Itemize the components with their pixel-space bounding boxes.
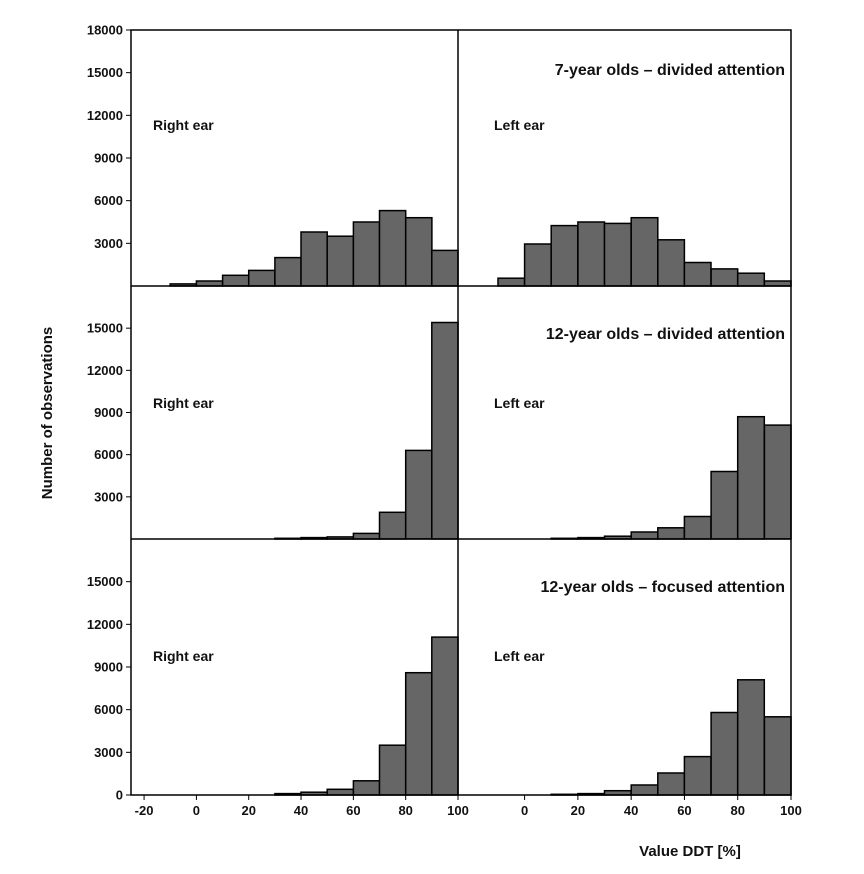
panel-title: 12-year olds – focused attention xyxy=(540,579,785,596)
x-tick-label: 60 xyxy=(677,803,691,818)
panel-title: 7-year olds – divided attention xyxy=(555,62,785,79)
histogram-bar xyxy=(378,209,407,287)
histogram-bar xyxy=(326,235,355,287)
panel-title: 12-year olds – divided attention xyxy=(546,326,785,343)
x-tick-label: 40 xyxy=(294,803,308,818)
y-tick-label: 12000 xyxy=(87,617,123,632)
histogram-bar xyxy=(352,780,381,796)
histogram-bar xyxy=(736,415,766,540)
histogram-bar xyxy=(404,671,433,796)
histogram-bar xyxy=(736,679,766,796)
histogram-bar xyxy=(431,249,459,287)
y-tick-label: 6000 xyxy=(94,702,123,717)
histogram-bar xyxy=(736,272,766,287)
ear-label: Left ear xyxy=(494,648,545,664)
histogram-bar xyxy=(683,755,712,796)
histogram-bar xyxy=(657,772,686,796)
histogram-bar xyxy=(657,527,686,540)
histogram-bar xyxy=(683,261,712,287)
histogram-bar xyxy=(431,321,459,540)
histogram-bar xyxy=(523,243,552,287)
x-tick-label: 20 xyxy=(571,803,585,818)
y-axis-label: Number of observations xyxy=(39,327,56,500)
histogram-bar xyxy=(247,269,276,287)
y-tick-label: 9000 xyxy=(94,660,123,675)
x-tick-label: 0 xyxy=(521,803,528,818)
histogram-bar xyxy=(603,222,632,287)
y-tick-label: 15000 xyxy=(87,65,123,80)
histogram-bar xyxy=(431,636,459,796)
histogram-bar xyxy=(763,424,792,540)
y-tick-label: 3000 xyxy=(94,745,123,760)
histogram-bar xyxy=(404,449,433,540)
histogram-bar xyxy=(550,224,579,287)
x-axis-label: Value DDT [%] xyxy=(639,843,741,860)
x-tick-label: 80 xyxy=(398,803,412,818)
x-tick-label: -20 xyxy=(135,803,154,818)
histogram-bar xyxy=(497,277,526,287)
histogram-bar xyxy=(710,268,739,287)
histogram-bar xyxy=(352,221,381,287)
y-tick-label: 6000 xyxy=(94,447,123,462)
x-tick-label: 60 xyxy=(346,803,360,818)
histogram-bar xyxy=(630,784,659,796)
histogram-bar xyxy=(657,239,686,287)
y-tick-label: 9000 xyxy=(94,151,123,166)
histogram-bar xyxy=(300,231,328,287)
y-tick-label: 6000 xyxy=(94,193,123,208)
histogram-bar xyxy=(274,256,302,287)
x-tick-label: 100 xyxy=(447,803,469,818)
ear-label: Left ear xyxy=(494,395,545,411)
histogram-bar xyxy=(577,221,606,287)
x-tick-label: 20 xyxy=(241,803,255,818)
x-tick-label: 40 xyxy=(624,803,638,818)
x-tick-label: 100 xyxy=(780,803,802,818)
y-tick-label: 15000 xyxy=(87,321,123,336)
histogram-bar xyxy=(378,511,407,540)
x-tick-label: 0 xyxy=(193,803,200,818)
histogram-bar xyxy=(404,216,433,287)
ear-label: Right ear xyxy=(153,117,214,133)
histogram-bar xyxy=(710,711,739,796)
histogram-bar xyxy=(378,744,407,796)
histogram-bar xyxy=(763,716,792,796)
ear-label: Right ear xyxy=(153,395,214,411)
plot-frame xyxy=(130,29,792,796)
histogram-bar xyxy=(326,788,355,796)
y-tick-label: 9000 xyxy=(94,405,123,420)
y-tick-label: 15000 xyxy=(87,574,123,589)
y-tick-label: 3000 xyxy=(94,489,123,504)
histogram-bar xyxy=(710,470,739,540)
histogram-bar xyxy=(352,532,381,540)
x-tick-label: 80 xyxy=(730,803,744,818)
histogram-bar xyxy=(630,531,659,540)
y-tick-label: 18000 xyxy=(87,23,123,38)
histogram-bar xyxy=(221,274,250,287)
ear-label: Right ear xyxy=(153,648,214,664)
y-tick-label: 0 xyxy=(116,788,123,803)
y-tick-label: 12000 xyxy=(87,363,123,378)
y-tick-label: 12000 xyxy=(87,108,123,123)
histogram-bar xyxy=(683,515,712,540)
histogram-bar xyxy=(630,216,659,287)
y-tick-label: 3000 xyxy=(94,236,123,251)
ear-label: Left ear xyxy=(494,117,545,133)
